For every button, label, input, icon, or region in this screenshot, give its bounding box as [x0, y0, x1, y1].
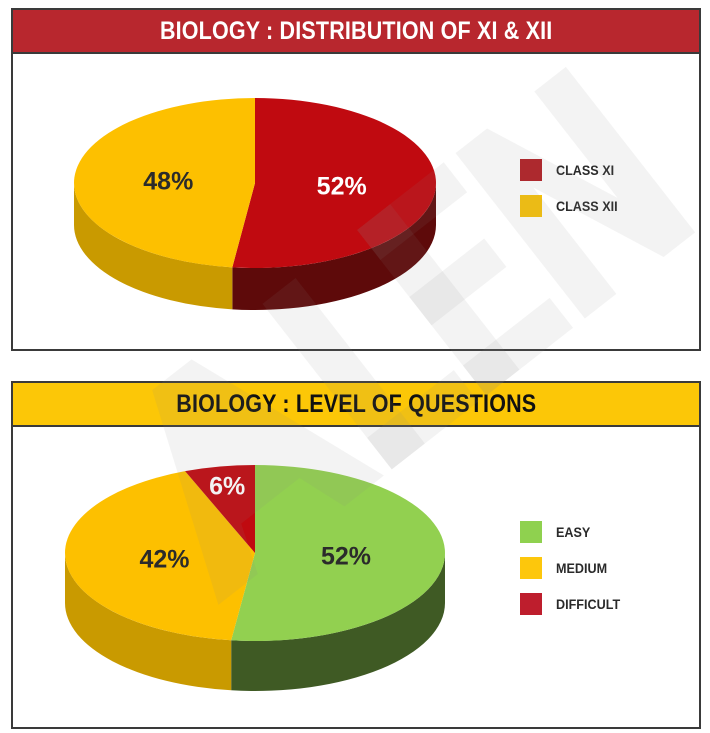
legend-label-class-xii: CLASS XII — [556, 198, 618, 214]
distribution-legend: CLASS XI CLASS XII — [520, 152, 624, 224]
pie-1-slice-class-xii — [74, 98, 255, 268]
legend-item-medium: MEDIUM — [520, 550, 627, 586]
pie-1: 52% 48% — [74, 98, 437, 310]
pie-2-side-medium — [64, 553, 232, 691]
pie-1-slice-class-xi — [232, 98, 437, 268]
pie-2: 52% 42% 6% — [64, 465, 445, 691]
pie-2-slice-difficult — [185, 465, 255, 553]
legend-item-class-xii: CLASS XII — [520, 188, 624, 224]
pie-2-label-difficult: 6% — [209, 473, 245, 501]
legend-item-easy: EASY — [520, 514, 627, 550]
pie-1-side-class-xii — [74, 183, 233, 310]
distribution-title: BIOLOGY : DISTRIBUTION OF XI & XII — [159, 16, 553, 45]
pie-1-label-class-xii: 48% — [143, 167, 193, 195]
legend-swatch-class-xi — [520, 159, 542, 181]
legend-label-easy: EASY — [556, 524, 591, 540]
pie-1-side-class-xi — [232, 183, 436, 310]
pie-2-side-easy — [231, 553, 445, 691]
legend-item-difficult: DIFFICULT — [520, 586, 627, 622]
pie-2-slice-easy — [231, 465, 445, 641]
legend-swatch-easy — [520, 521, 542, 543]
pie-2-label-medium: 42% — [139, 545, 189, 573]
legend-item-class-xi: CLASS XI — [520, 152, 624, 188]
level-header: BIOLOGY : LEVEL OF QUESTIONS — [13, 383, 699, 427]
legend-swatch-difficult — [520, 593, 542, 615]
pie-1-label-class-xi: 52% — [317, 173, 367, 201]
level-title: BIOLOGY : LEVEL OF QUESTIONS — [175, 389, 537, 418]
legend-label-class-xi: CLASS XI — [556, 162, 615, 178]
pie-2-slice-medium — [64, 471, 255, 641]
legend-swatch-class-xii — [520, 195, 542, 217]
distribution-header: BIOLOGY : DISTRIBUTION OF XI & XII — [13, 10, 699, 54]
legend-label-difficult: DIFFICULT — [556, 596, 621, 612]
legend-swatch-medium — [520, 557, 542, 579]
level-legend: EASY MEDIUM DIFFICULT — [520, 514, 627, 622]
pie-2-label-easy: 52% — [321, 543, 371, 571]
legend-label-medium: MEDIUM — [556, 560, 608, 576]
